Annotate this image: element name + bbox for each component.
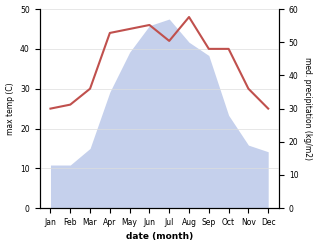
Y-axis label: med. precipitation (kg/m2): med. precipitation (kg/m2)	[303, 57, 313, 160]
X-axis label: date (month): date (month)	[126, 232, 193, 242]
Y-axis label: max temp (C): max temp (C)	[5, 82, 15, 135]
